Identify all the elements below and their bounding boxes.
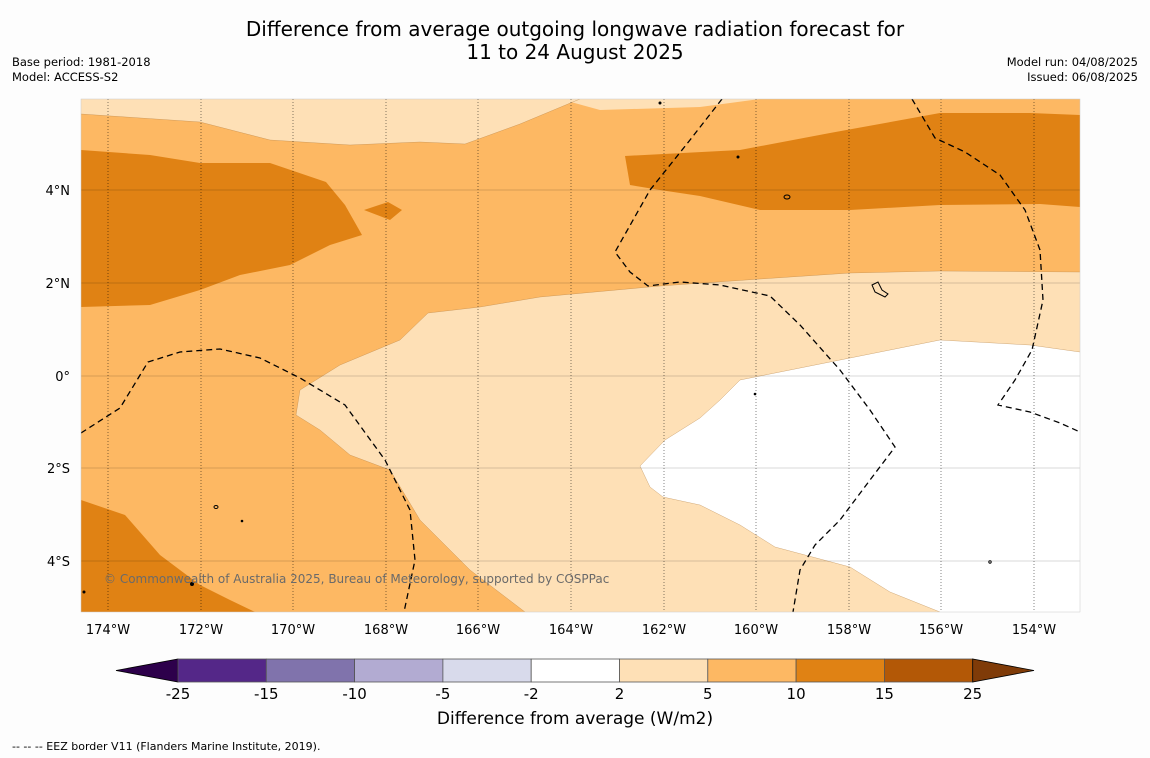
title-line-1: Difference from average outgoing longwav… bbox=[245, 17, 905, 41]
eez-border-lines bbox=[81, 99, 1080, 612]
map-frame bbox=[80, 98, 1081, 613]
colorbar-segment bbox=[530, 658, 620, 683]
lon-label: 172°W bbox=[179, 623, 223, 638]
colorbar-tick: 25 bbox=[963, 685, 982, 703]
model-name: Model: ACCESS-S2 bbox=[12, 70, 119, 84]
colorbar-tick: -5 bbox=[435, 685, 450, 703]
map-title: Difference from average outgoing longwav… bbox=[0, 18, 1150, 64]
colorbar-segment bbox=[619, 658, 709, 683]
meta-left: Base period: 1981-2018 Model: ACCESS-S2 bbox=[12, 55, 151, 85]
colorbar-extend-low bbox=[115, 658, 179, 683]
lat-label: 4°N bbox=[46, 184, 71, 199]
contour-lines bbox=[81, 99, 1080, 612]
island-outlines bbox=[82, 101, 992, 594]
colorbar: -25 -15 -10 -5 -2 2 5 10 15 25 bbox=[115, 658, 1035, 703]
colorbar-tick: -15 bbox=[254, 685, 279, 703]
colorbar-segment bbox=[177, 658, 267, 683]
anomaly-fill-10-15-north-east bbox=[625, 113, 1080, 210]
graticule bbox=[81, 99, 1080, 612]
lat-label: 2°S bbox=[47, 462, 70, 477]
colorbar-segment bbox=[795, 658, 885, 683]
meta-right: Model run: 04/08/2025 Issued: 06/08/2025 bbox=[1007, 55, 1138, 85]
colorbar-segment bbox=[265, 658, 355, 683]
colorbar-extend-high bbox=[972, 658, 1035, 683]
lon-label: 164°W bbox=[549, 623, 593, 638]
longitude-labels: 174°W 172°W 170°W 168°W 166°W 164°W 162°W 160°W… bbox=[86, 623, 1056, 638]
title-line-2: 11 to 24 August 2025 bbox=[466, 40, 684, 64]
anomaly-fill-10-15-west bbox=[81, 150, 362, 307]
lon-label: 158°W bbox=[827, 623, 871, 638]
lon-label: 174°W bbox=[86, 623, 130, 638]
colorbar-segment bbox=[884, 658, 974, 683]
lat-label: 2°N bbox=[46, 277, 71, 292]
colorbar-tick: -2 bbox=[524, 685, 539, 703]
base-period: Base period: 1981-2018 bbox=[12, 55, 151, 69]
anomaly-fill-2-5-north bbox=[81, 99, 580, 145]
colorbar-segment bbox=[707, 658, 797, 683]
colorbar-tick: -25 bbox=[166, 685, 191, 703]
colorbar-tick: 10 bbox=[787, 685, 806, 703]
issued-date: Issued: 06/08/2025 bbox=[1027, 70, 1138, 84]
latitude-labels: 4°N 2°N 0° 2°S 4°S bbox=[46, 184, 71, 570]
lon-label: 154°W bbox=[1012, 623, 1056, 638]
colorbar-segment bbox=[354, 658, 444, 683]
map-plot-area bbox=[81, 99, 1080, 612]
anomaly-fill-near-zero bbox=[640, 340, 1080, 612]
colorbar-tick: -10 bbox=[342, 685, 367, 703]
anomaly-fill-10-15-south-west bbox=[81, 500, 255, 612]
model-run: Model run: 04/08/2025 bbox=[1006, 55, 1138, 69]
lon-label: 166°W bbox=[456, 623, 500, 638]
lon-label: 156°W bbox=[919, 623, 963, 638]
colorbar-tick: 2 bbox=[615, 685, 625, 703]
eez-legend-footer: -- -- -- EEZ border V11 (Flanders Marine… bbox=[12, 740, 321, 753]
colorbar-tick: 15 bbox=[875, 685, 894, 703]
lon-label: 170°W bbox=[271, 623, 315, 638]
lat-label: 4°S bbox=[47, 555, 70, 570]
colorbar-segment bbox=[442, 658, 532, 683]
lon-label: 160°W bbox=[734, 623, 778, 638]
colorbar-title: Difference from average (W/m2) bbox=[436, 709, 714, 729]
lon-label: 162°W bbox=[642, 623, 686, 638]
anomaly-fill-10-15-small bbox=[364, 202, 402, 220]
copyright-text: © Commonwealth of Australia 2025, Bureau… bbox=[104, 572, 609, 586]
lat-label: 0° bbox=[55, 370, 70, 385]
colorbar-tick: 5 bbox=[703, 685, 713, 703]
lon-label: 168°W bbox=[364, 623, 408, 638]
